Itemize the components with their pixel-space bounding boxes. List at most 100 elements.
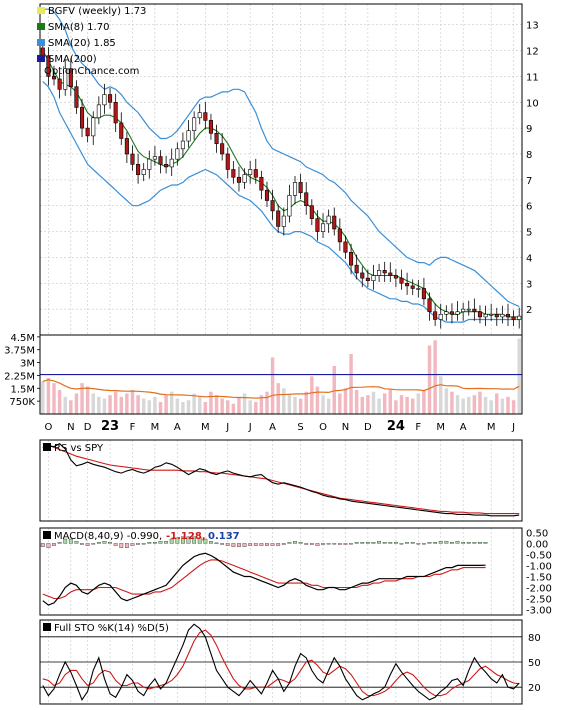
macd-histogram-bar [416,543,421,545]
volume-bar [113,391,118,414]
volume-bar [276,383,280,414]
candle-body [281,215,286,227]
macd-histogram-bar [175,537,180,544]
volume-bar [472,395,477,414]
macd-histogram-bar [478,542,482,544]
volume-tick-label: 2.25M [4,371,35,382]
candle-body [141,169,146,175]
macd-line [42,552,486,606]
price-tick-label: 12 [526,47,539,58]
macd-histogram-bar [382,542,387,544]
macd-histogram-bar [248,543,253,546]
candle-body [489,314,494,316]
volume-bar [130,390,135,414]
candle-body [337,228,342,243]
macd-histogram-bar [68,538,73,544]
candle-body [349,251,354,266]
candle-body [102,94,107,106]
volume-bar [483,396,488,414]
price-tick-label: 11 [526,72,539,83]
macd-histogram-bar [293,541,297,544]
x-tick-label: F [415,422,421,433]
candle-body [365,277,370,281]
volume-bar [405,396,409,414]
macd-histogram-bar [343,543,348,545]
macd-tick-label: -2.50 [526,594,552,605]
macd-histogram-bar [450,542,454,544]
volume-tick-label: 750K [9,397,35,408]
macd-histogram-bar [136,543,140,545]
candle-body [253,169,258,178]
volume-bar [377,398,381,414]
candle-body [57,78,62,90]
macd-histogram-bar [259,543,264,546]
macd-histogram-bar [422,543,426,545]
macd-histogram-bar [237,543,241,547]
volume-bar [141,398,146,414]
macd-histogram-bar [220,543,225,545]
volume-bar [220,398,224,414]
candle-body [85,127,90,137]
volume-bar [164,395,168,414]
candle-body [320,223,326,232]
macd-histogram-bar [377,541,381,544]
price-panel-frame [39,3,523,336]
macd-histogram-bar [169,538,174,544]
macd-histogram-bar [349,543,353,545]
volume-bar [450,391,454,414]
candle-body [438,314,443,320]
candle-body [68,68,73,88]
macd-histogram-bar [399,543,404,545]
volume-bar [158,402,163,414]
volume-bar [214,395,219,414]
volume-bar [438,376,443,414]
macd-histogram-bar [337,543,342,545]
macd-histogram-bar [158,541,163,544]
legend-label: SMA(20) 1.85 [48,38,116,49]
legend-label: BGFV (weekly) 1.73 [48,6,146,17]
candle-body [298,182,303,194]
candle-body [505,314,511,318]
candle-body [74,86,79,108]
macd-histogram-bar [455,541,460,544]
volume-bar [69,400,73,414]
macd-histogram-bar [192,536,197,544]
volume-bar [91,393,95,414]
macd-histogram-bar [287,542,292,544]
macd-tick-label: -0.50 [526,550,552,561]
volume-bar [338,393,342,414]
macd-histogram-bar [203,538,208,544]
sto-tick-label: 80 [528,633,541,644]
candle-body [169,158,174,168]
macd-panel-frame [39,527,523,616]
x-tick-label: M [487,422,496,433]
watermark-text: OptionChance.com [44,66,139,77]
candle-body [466,308,471,311]
candle-body [472,308,477,313]
candle-body [388,272,393,276]
macd-signal-label: 0.137 [208,531,240,542]
rs-line [42,443,520,517]
x-tick-label: J [225,422,229,433]
volume-bar [310,376,314,414]
candle-body [292,182,298,196]
volume-bar [254,402,258,414]
x-tick-label: O [44,422,52,433]
macd-histogram-bar [80,543,84,545]
macd-histogram-bar [74,541,79,544]
candle-body [377,270,382,276]
candle-body [399,277,404,284]
candle-body [186,130,191,142]
volume-bar [175,398,180,414]
volume-bar [125,393,129,414]
candle-body [108,94,113,103]
volume-bar [147,400,152,414]
price-legend: BGFV (weekly) 1.73 SMA(8) 1.70 SMA(20) 1.8… [37,6,146,77]
volume-bar [433,340,437,414]
legend-swatch [37,23,45,30]
candle-body [158,156,163,165]
macd-histogram-bar [253,543,258,546]
rs-legend-swatch [43,443,51,451]
